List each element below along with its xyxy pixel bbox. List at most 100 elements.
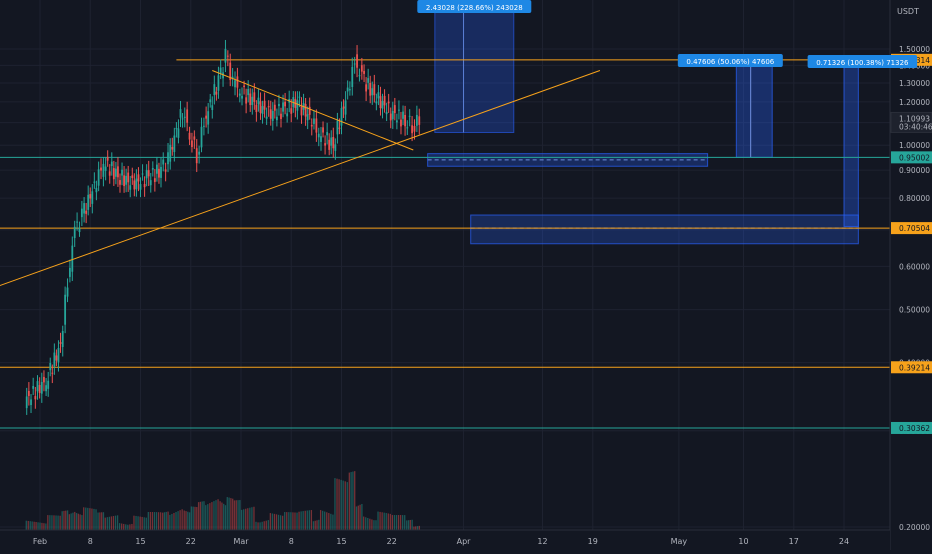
level-tag-label: 0.70504 (899, 224, 930, 233)
volume-bar (145, 517, 147, 530)
volume-bar (81, 515, 83, 530)
candle-body (34, 396, 37, 400)
volume-bar (141, 516, 143, 530)
volume-bar (167, 511, 169, 530)
candle-body (110, 161, 113, 167)
price-tick-label: 0.90000 (899, 166, 930, 175)
volume-bar (66, 510, 69, 530)
volume-bar (288, 512, 290, 530)
price-tick-label: 1.30000 (899, 79, 930, 88)
volume-bar (203, 501, 205, 530)
candle-body (203, 125, 205, 127)
candle-body (406, 127, 409, 129)
candle-body (290, 108, 293, 114)
projection-label-text: 0.71326 (100.38%) 71326 (816, 59, 909, 67)
time-axis[interactable]: Feb 8 15 22 Mar 8 15 22 Apr 12 19 May 10 17 24 (0, 529, 890, 550)
volume-bar (294, 512, 296, 530)
volume-bar (35, 522, 37, 530)
candle-body (402, 111, 404, 119)
candle-body (400, 119, 402, 127)
volume-bar (31, 521, 33, 530)
volume-bar (318, 519, 320, 530)
candle-body (231, 76, 234, 79)
candle-body (137, 174, 140, 182)
candle-body (95, 187, 98, 193)
volume-bar (265, 520, 267, 530)
volume-bar (112, 516, 115, 530)
volume-bar (373, 520, 375, 530)
ascending-trendline[interactable] (0, 70, 601, 290)
candle-body (373, 84, 376, 96)
candle-body (393, 105, 396, 113)
candle-body (257, 97, 260, 105)
candle-body (78, 227, 81, 233)
candle-body (200, 126, 203, 148)
volume-bars (25, 471, 420, 530)
candle-body (398, 109, 400, 111)
volume-bar (163, 512, 166, 530)
price-tick-label: 0.20000 (899, 523, 930, 532)
volume-bar (217, 499, 219, 530)
candle-body (360, 65, 363, 72)
candle-body (129, 185, 132, 190)
trend-lines[interactable] (0, 70, 601, 290)
volume-bar (308, 510, 310, 530)
volume-bar (68, 514, 71, 530)
candle-body (198, 151, 201, 155)
volume-bar (127, 524, 129, 530)
candle-body (164, 169, 167, 172)
volume-bar (41, 522, 43, 530)
candle-body (55, 355, 58, 361)
projection-labels: 2.43028 (228.66%) 243028 0.47606 (50.06%)… (417, 0, 918, 68)
candle-body (36, 381, 39, 392)
candle-body (371, 88, 374, 96)
volume-bar (310, 510, 313, 530)
candle-body (32, 385, 35, 389)
candle-body (207, 111, 210, 125)
volume-bar (402, 515, 404, 530)
volume-bar (43, 523, 45, 530)
price-axis[interactable]: USDT0.200000.300000.400000.500000.600000… (889, 0, 932, 550)
volume-bar (159, 512, 162, 530)
volume-bar (371, 519, 373, 530)
volume-bar (219, 501, 221, 530)
candle-body (324, 143, 326, 146)
volume-bar (221, 502, 223, 530)
horizontal-levels[interactable] (0, 59, 890, 429)
candle-body (119, 180, 121, 185)
volume-bar (255, 521, 257, 530)
candle-body (171, 147, 174, 150)
volume-bar (418, 525, 420, 530)
volume-bar (25, 520, 27, 530)
candle-body (224, 48, 227, 63)
candle-body (255, 104, 258, 113)
candle-body (213, 84, 216, 96)
volume-bar (397, 515, 400, 530)
candle-body (245, 97, 248, 104)
target-zone-1 (434, 0, 515, 133)
volume-bar (235, 500, 237, 530)
volume-bar (226, 497, 228, 530)
time-tick-label: 22 (186, 537, 196, 546)
candle-body (217, 75, 220, 91)
volume-bar (70, 513, 72, 530)
candle-body (143, 184, 146, 188)
candle-body (408, 115, 411, 117)
current-price-countdown: 03:40:46 (899, 122, 932, 131)
volume-bar (29, 521, 31, 530)
volume-bar (188, 512, 191, 530)
candle-body (167, 152, 169, 165)
candle-body (249, 93, 252, 106)
volume-bar (415, 526, 417, 530)
volume-bar (209, 503, 211, 530)
volume-bar (338, 479, 340, 530)
volume-bar (196, 507, 198, 530)
volume-bar (230, 498, 232, 530)
descending-trendline[interactable] (212, 70, 414, 151)
candle-body (153, 178, 156, 182)
candle-body (385, 112, 388, 115)
volume-bar (53, 515, 55, 530)
